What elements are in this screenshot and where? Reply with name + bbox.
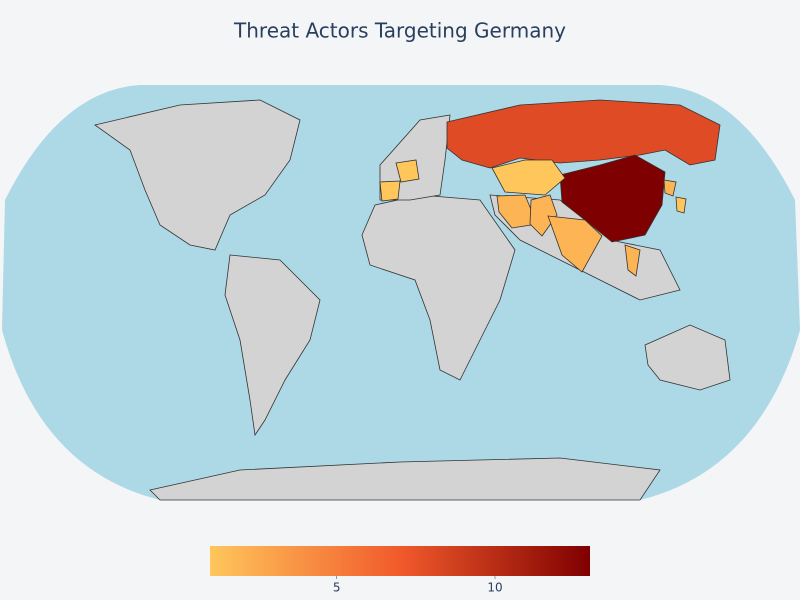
antarctica — [149, 457, 661, 501]
region — [491, 159, 566, 196]
region — [624, 244, 641, 277]
colorbar — [210, 546, 590, 576]
south-america — [224, 254, 321, 437]
region — [379, 180, 401, 202]
region — [663, 179, 677, 197]
colorbar-tick-label: 5 — [333, 581, 341, 595]
north-america — [94, 99, 301, 251]
region — [446, 99, 721, 169]
regions — [379, 99, 721, 277]
region — [395, 159, 420, 183]
region — [496, 194, 538, 229]
region — [529, 194, 558, 237]
australia — [644, 324, 731, 391]
chart-title: Threat Actors Targeting Germany — [233, 19, 566, 43]
region — [675, 196, 687, 214]
colorbar-tick-label: 10 — [487, 581, 502, 595]
africa — [361, 194, 516, 381]
region — [559, 154, 666, 243]
region — [547, 215, 603, 273]
